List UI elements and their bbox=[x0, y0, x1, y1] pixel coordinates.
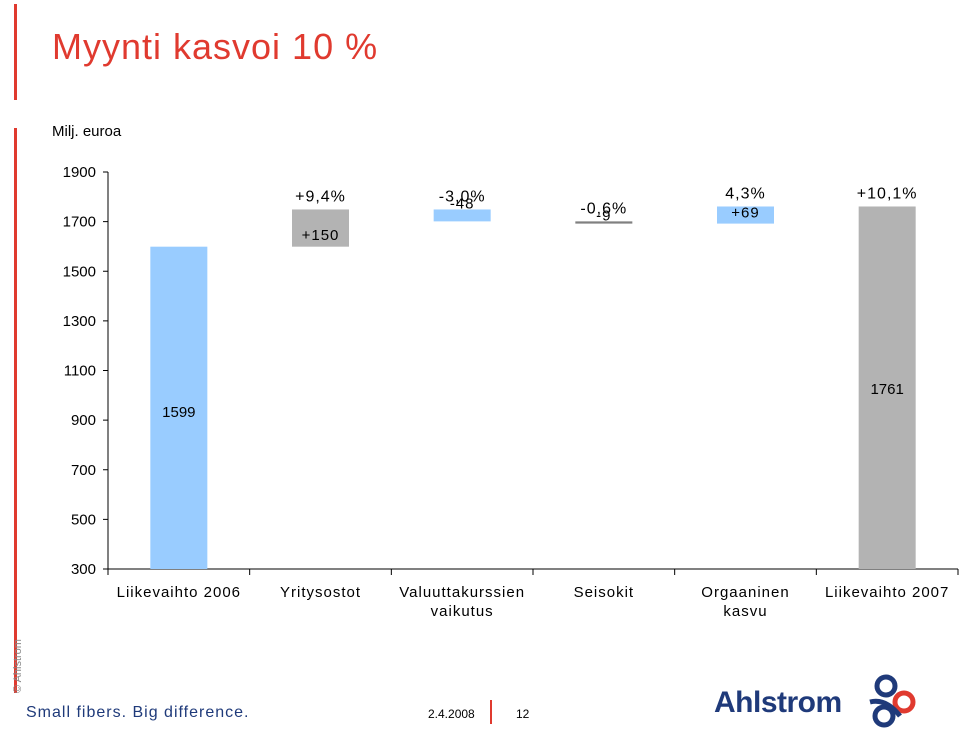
unit-label: Milj. euroa bbox=[52, 123, 122, 140]
waterfall-bar bbox=[575, 221, 633, 224]
x-category-label: Liikevaihto 2007 bbox=[825, 584, 949, 601]
slide-date: 2.4.2008 bbox=[428, 707, 475, 721]
waterfall-bar bbox=[717, 206, 774, 224]
waterfall-bar bbox=[292, 209, 349, 247]
bar-percent-label: +10,1% bbox=[857, 185, 918, 202]
bar-value-label: 1761 bbox=[870, 381, 903, 398]
bar-percent-label: 4,3% bbox=[725, 185, 765, 202]
copyright-notice: © Ahlstrom bbox=[12, 639, 24, 693]
y-tick-label: 1900 bbox=[63, 164, 96, 181]
bar-value-label: -48 bbox=[450, 195, 475, 212]
y-tick-label: 300 bbox=[71, 561, 96, 578]
ahlstrom-logo-icon bbox=[869, 674, 916, 728]
bar-percent-label: +9,4% bbox=[295, 188, 346, 205]
waterfall-bar bbox=[433, 209, 491, 222]
y-tick-label: 1700 bbox=[63, 214, 96, 231]
left-accent-bar bbox=[14, 128, 17, 693]
slide-title: Myynti kasvoi 10 % bbox=[52, 26, 379, 67]
bar-value-label: +150 bbox=[302, 227, 340, 244]
waterfall-bar bbox=[150, 246, 208, 570]
bar-value-label: -9 bbox=[596, 207, 611, 224]
tagline: Small fibers. Big difference. bbox=[26, 704, 250, 721]
y-tick-label: 1100 bbox=[64, 363, 96, 380]
waterfall-chart: 300 500 700 900 1100 1300 1500 1700 1900 Liikeva… bbox=[63, 164, 959, 620]
bar-value-label: 1599 bbox=[162, 404, 195, 421]
bar-value-label: +69 bbox=[731, 204, 759, 221]
page-number: 12 bbox=[516, 707, 530, 721]
x-category-label: Liikevaihto 2006 bbox=[117, 584, 241, 601]
x-category-label: Orgaaninen kasvu bbox=[701, 584, 789, 620]
x-category-label: Yritysostot bbox=[280, 584, 361, 601]
ahlstrom-logo-text: Ahlstrom bbox=[714, 686, 842, 719]
y-tick-label: 900 bbox=[71, 412, 96, 429]
title-accent-bar bbox=[14, 4, 17, 100]
x-category-label: Valuuttakurssien vaikutus bbox=[399, 584, 525, 620]
bar-percent-label: -0,6% bbox=[580, 200, 627, 217]
waterfall-bar bbox=[858, 206, 916, 569]
y-tick-label: 700 bbox=[71, 462, 96, 479]
footer-separator bbox=[490, 700, 492, 724]
y-tick-label: 1300 bbox=[63, 313, 96, 330]
y-tick-label: 500 bbox=[71, 511, 96, 528]
x-category-label: Seisokit bbox=[574, 584, 635, 601]
y-tick-label: 1500 bbox=[63, 263, 96, 280]
bar-percent-label: -3,0% bbox=[439, 188, 486, 205]
